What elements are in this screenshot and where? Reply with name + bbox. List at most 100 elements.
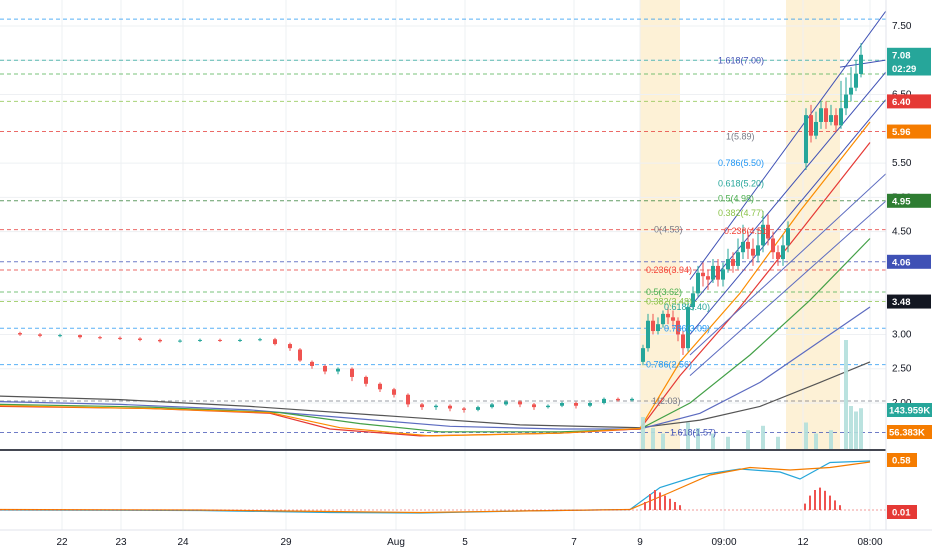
candle-body-76 — [834, 115, 838, 126]
candle-body-3 — [78, 335, 82, 338]
volume-bar-13 — [844, 340, 848, 450]
price-badge-label-4: 4.95 — [892, 196, 911, 207]
price-badge-label-3: 5.96 — [892, 127, 911, 138]
candle-body-38 — [616, 398, 620, 401]
price-tick-3: 5.50 — [892, 158, 912, 169]
volume-bar-7 — [746, 430, 750, 450]
candle-body-17 — [323, 365, 327, 372]
candle-body-47 — [676, 320, 680, 335]
volume-bar-6 — [726, 436, 730, 450]
histogram-bar-15 — [839, 505, 841, 510]
candle-body-69 — [786, 228, 790, 246]
candle-body-45 — [666, 313, 670, 318]
candle-body-28 — [476, 407, 480, 410]
histogram-bar-9 — [809, 495, 811, 510]
price-badge-bg-5 — [887, 254, 931, 269]
histogram-bar-4 — [664, 495, 666, 510]
time-tick-2: 24 — [177, 537, 189, 548]
histogram-bar-0 — [644, 502, 646, 510]
price-badge-bg-4 — [887, 193, 931, 208]
oscillator-line-blue — [0, 460, 871, 514]
time-tick-4: Aug — [387, 537, 405, 548]
candle-body-13 — [273, 339, 277, 345]
histogram-bar-8 — [804, 503, 806, 510]
candle-body-27 — [462, 408, 466, 410]
candle-body-18 — [336, 368, 340, 372]
candle-body-64 — [761, 224, 765, 246]
candle-body-0 — [18, 333, 22, 335]
candle-body-9 — [198, 339, 202, 341]
candle-body-54 — [711, 265, 715, 280]
candle-body-72 — [814, 121, 818, 136]
volume-bar-10 — [804, 422, 808, 450]
volume-bar-15 — [854, 411, 858, 450]
candle-body-42 — [651, 320, 655, 332]
candle-body-48 — [681, 334, 685, 349]
fib-label-3: 0.618(5.20) — [718, 179, 764, 189]
candle-body-74 — [824, 108, 828, 122]
candle-body-44 — [661, 313, 665, 325]
histogram-bar-14 — [834, 500, 836, 510]
fib-labels: 1.618(7.00) 1(5.89) 0.786(5.50) 0.618(5.20)… — [646, 55, 770, 437]
candle-body-33 — [546, 405, 550, 408]
candle-body-66 — [771, 238, 775, 253]
time-tick-9: 12 — [797, 537, 809, 548]
fib-label-2: 0.786(5.50) — [718, 158, 764, 168]
candle-body-14 — [288, 344, 292, 349]
ma-black-line — [0, 361, 871, 429]
histogram-bar-3 — [659, 492, 661, 510]
candle-body-26 — [448, 405, 452, 409]
histogram-bar-10 — [814, 490, 816, 510]
candle-body-7 — [158, 339, 162, 342]
volume-bar-2 — [661, 433, 665, 450]
candle-body-2 — [58, 335, 62, 337]
time-axis: 22 23 24 29 Aug 5 7 9 09:00 12 08:00 — [0, 529, 932, 550]
candle-body-73 — [819, 108, 823, 122]
candle-body-49 — [686, 307, 690, 349]
volume-bar-12 — [829, 430, 833, 450]
candle-body-37 — [602, 398, 606, 403]
volume-bar-4 — [696, 428, 700, 450]
price-badge-bg-2 — [887, 94, 931, 109]
volume-bar-3 — [686, 422, 690, 450]
fib-label-5: 0.382(4.77) — [718, 208, 764, 218]
volume-badge-bg-1 — [887, 425, 932, 439]
time-tick-10: 08:00 — [857, 537, 882, 548]
candle-body-1 — [38, 334, 42, 336]
time-tick-0: 22 — [56, 537, 68, 548]
fib-label-9: 0.5(3.62) — [646, 287, 682, 297]
fib-label-15: 1.618(1.57) — [670, 427, 716, 437]
candle-body-11 — [238, 339, 242, 341]
candle-body-58 — [731, 259, 735, 266]
time-tick-8: 09:00 — [711, 537, 736, 548]
candle-body-21 — [378, 383, 382, 390]
candle-body-61 — [746, 241, 750, 249]
candle-body-50 — [691, 293, 695, 308]
fib-label-12: 0.786(3.09) — [664, 323, 710, 333]
candle-body-46 — [671, 317, 675, 321]
volume-bar-14 — [849, 406, 853, 450]
candle-body-4 — [98, 337, 102, 339]
fib-label-11: 0.618(3.40) — [664, 302, 710, 312]
candle-body-34 — [560, 403, 564, 406]
candle-body-5 — [118, 337, 122, 339]
candle-body-60 — [741, 241, 745, 253]
price-badge-label-1: 02:29 — [892, 64, 916, 75]
volume-bar-0 — [641, 417, 645, 450]
price-badge-label-0: 7.08 — [892, 50, 911, 61]
fib-label-10: 0.382(3.48) — [646, 297, 692, 307]
volume-badge-label-0: 143.959K — [889, 406, 930, 417]
candle-body-62 — [751, 248, 755, 256]
candle-body-24 — [420, 404, 424, 408]
candle-body-41 — [646, 320, 650, 349]
session-band-1 — [786, 0, 840, 450]
candle-body-6 — [138, 338, 142, 340]
time-tick-5: 5 — [462, 537, 468, 548]
candle-body-79 — [849, 87, 853, 95]
candle-body-63 — [756, 245, 760, 256]
candle-body-71 — [809, 115, 813, 136]
volume-bar-1 — [651, 428, 655, 450]
channel-line-3 — [689, 169, 891, 356]
price-tick-5: 4.50 — [892, 227, 912, 238]
